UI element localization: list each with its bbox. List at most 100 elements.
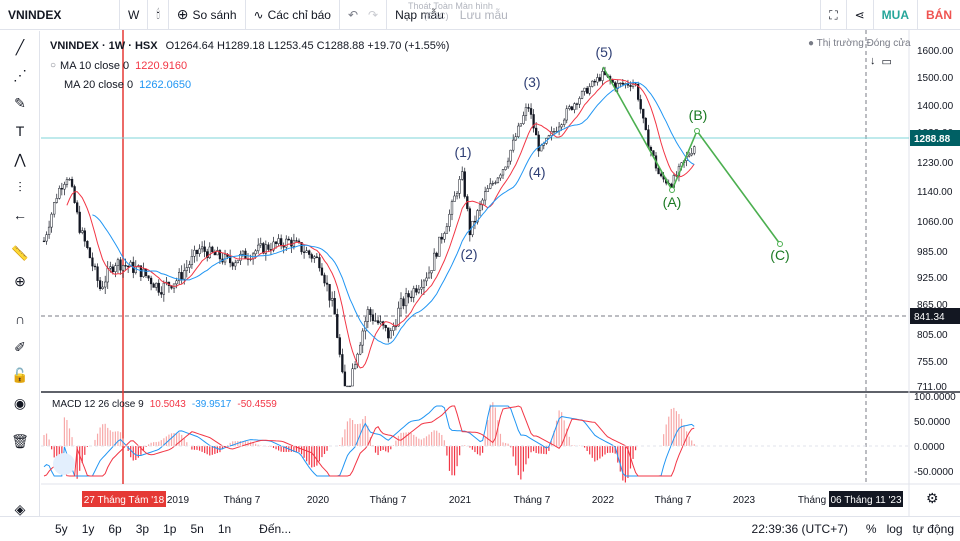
fullscreen-tooltip: Thoát Toàn Màn hình (ESC) [408, 1, 493, 21]
wave-label: (4) [528, 164, 545, 180]
candle-body [404, 293, 408, 307]
share-icon: ⋖ [854, 8, 865, 22]
candle-body [555, 130, 558, 133]
unlock-icon[interactable]: 🔓 [11, 366, 29, 383]
candle-body [338, 337, 341, 355]
symbol-search[interactable]: VNINDEX [0, 0, 120, 30]
time-tick: 2022 [592, 495, 615, 506]
candle-body [302, 251, 306, 253]
macd-value: 10.5043 [149, 399, 186, 410]
candle-body [433, 252, 436, 271]
candle-body [489, 183, 492, 189]
price-tick: 925.00 [917, 273, 948, 284]
trendline-icon[interactable]: ╱ [15, 38, 25, 55]
wave-handle[interactable] [777, 241, 783, 247]
candle-body [440, 236, 443, 240]
candle-body [259, 243, 262, 246]
prediction-icon[interactable]: ⫶ [18, 178, 22, 195]
candle-body [506, 160, 510, 168]
percent-toggle[interactable]: % [865, 522, 877, 536]
fullscreen-button[interactable]: ⛶ [820, 0, 847, 30]
compare-button[interactable]: ⊕ So sánh [169, 0, 246, 30]
ma20-line [92, 81, 695, 345]
text-icon[interactable]: T [15, 123, 25, 139]
sell-label: BÁN [926, 8, 952, 22]
candle-body [578, 98, 581, 105]
range-3p[interactable]: 3p [135, 521, 150, 536]
candle-body [532, 114, 535, 129]
zoom-icon[interactable]: ⊕ [14, 272, 26, 289]
redo-icon[interactable]: ↷ [368, 7, 379, 22]
eye-icon[interactable]: ○ [50, 60, 57, 71]
chart-buttons: ↓ ▭ [870, 55, 892, 68]
candle-body [101, 286, 104, 289]
ruler-icon[interactable]: 📏 [11, 244, 29, 261]
candle-body [53, 202, 56, 215]
wave-handle[interactable] [694, 128, 700, 134]
macd-tick: 100.0000 [914, 392, 956, 403]
indicators-button[interactable]: ∿ Các chỉ báo [246, 0, 340, 30]
brush-icon[interactable]: ✎ [14, 94, 26, 111]
interval-button[interactable]: W [120, 0, 149, 30]
macd-pane [41, 402, 909, 483]
time-tick: 2019 [167, 495, 190, 506]
candle-body [484, 191, 487, 201]
candle-body [351, 368, 354, 387]
trash-icon[interactable]: 🗑 [11, 432, 29, 449]
save-template-button[interactable]: Lưu mẫu [452, 0, 516, 30]
tooltip-line: (ESC) [424, 11, 449, 21]
reset-icon[interactable]: ▭ [881, 56, 892, 68]
candle-body [415, 288, 418, 293]
candle-body [501, 169, 505, 176]
range-5n[interactable]: 5n [190, 521, 204, 536]
range-6p[interactable]: 6p [108, 521, 122, 536]
arrow-back-icon[interactable]: ← [13, 207, 27, 223]
magnet-icon[interactable]: ∩ [14, 311, 26, 327]
lock-drawing-icon[interactable]: ✐ [14, 338, 26, 355]
candle-body [455, 193, 459, 197]
fullscreen-icon: ⛶ [829, 7, 838, 22]
end-date-badge [829, 491, 903, 507]
time-tick: Tháng 7 [655, 495, 692, 506]
candle-body [106, 268, 109, 283]
candle-body [519, 123, 523, 127]
load-template-button[interactable]: Nạp mẫu [387, 0, 452, 30]
fib-icon[interactable]: ⋰ [13, 66, 27, 83]
chart-type-button[interactable]: 🕯 [148, 0, 169, 30]
log-toggle[interactable]: log [886, 522, 903, 536]
candle-body [58, 188, 61, 199]
range-5y[interactable]: 5y [55, 521, 68, 536]
candle-body [244, 250, 247, 259]
range-1p[interactable]: 1p [163, 521, 177, 536]
goto-label: Đến... [259, 521, 292, 536]
candle-body [81, 230, 84, 233]
candle-body [427, 272, 431, 279]
sell-button[interactable]: BÁN [917, 0, 960, 30]
candle-body [463, 171, 466, 197]
settings-icon[interactable]: ⚙ [926, 490, 939, 506]
corrective-wave-line[interactable] [602, 66, 781, 245]
eye-icon[interactable]: ◉ [13, 394, 27, 411]
range-1y[interactable]: 1y [81, 521, 95, 536]
undo-icon[interactable]: ↶ [347, 7, 359, 22]
candle-body [430, 270, 433, 274]
goto-date-button[interactable]: Đến... [252, 522, 298, 536]
price-chart[interactable]: (1) (2) (3) (4) (5) (A) (B) (C) 1600.00 1500.00 1… [0, 30, 960, 516]
scroll-down-icon[interactable]: ↓ [870, 55, 876, 67]
share-button[interactable]: ⋖ [847, 0, 873, 30]
layers-icon[interactable]: ◈ [14, 500, 26, 517]
legend-title: VNINDEX · 1W · HSX [50, 39, 158, 52]
auto-toggle[interactable]: tự động [912, 522, 954, 536]
candle-body [601, 71, 604, 81]
candle-body [596, 77, 599, 83]
candle-body [496, 177, 500, 183]
candle-body [315, 256, 319, 258]
pattern-icon[interactable]: ⋀ [14, 150, 26, 167]
range-1n[interactable]: 1n [217, 521, 232, 536]
wave-handle[interactable] [669, 187, 675, 193]
candle-body [353, 364, 357, 369]
undo-redo: ↶ ↷ [340, 0, 388, 30]
candle-body [637, 84, 640, 100]
buy-button[interactable]: MUA [872, 0, 917, 30]
time-tick: 2021 [449, 495, 472, 506]
